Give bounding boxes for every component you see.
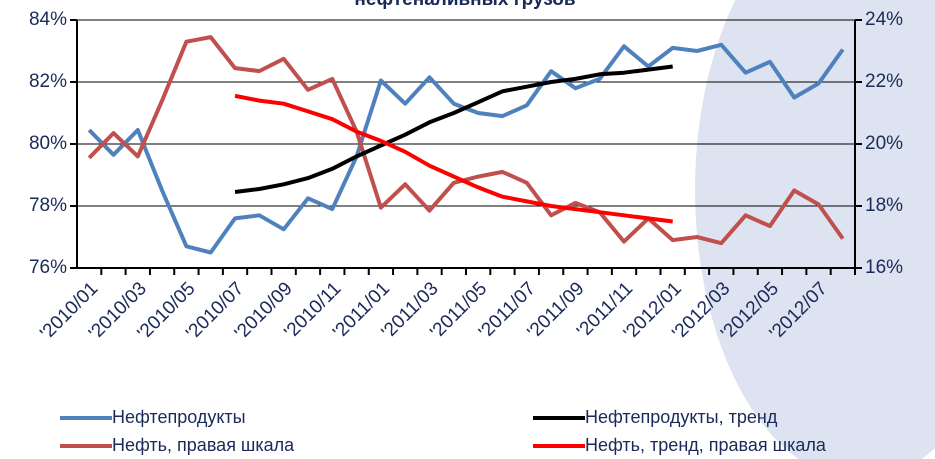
y-tick-label: 82% bbox=[29, 71, 67, 92]
y2-tick-label: 16% bbox=[865, 257, 903, 278]
y2-tick-label: 24% bbox=[865, 9, 903, 30]
legend-label: Нефтепродукты bbox=[112, 407, 246, 427]
series-line bbox=[234, 93, 673, 224]
y-tick-label: 84% bbox=[29, 9, 67, 30]
series-line bbox=[234, 64, 673, 194]
legend-label: Нефть, тренд, правая шкала bbox=[585, 435, 827, 455]
legend-label: Нефть, правая шкала bbox=[112, 435, 295, 455]
y2-tick-label: 18% bbox=[865, 195, 903, 216]
y-tick-label: 78% bbox=[29, 195, 67, 216]
chart-title: нефтеналивных грузов bbox=[354, 0, 575, 10]
y2-tick-label: 20% bbox=[865, 133, 903, 154]
y-tick-label: 80% bbox=[29, 133, 67, 154]
y-tick-label: 76% bbox=[29, 257, 67, 278]
series-line bbox=[87, 35, 845, 246]
legend-label: Нефтепродукты, тренд bbox=[585, 407, 778, 427]
y2-tick-label: 22% bbox=[865, 71, 903, 92]
background-highlight bbox=[695, 0, 935, 459]
